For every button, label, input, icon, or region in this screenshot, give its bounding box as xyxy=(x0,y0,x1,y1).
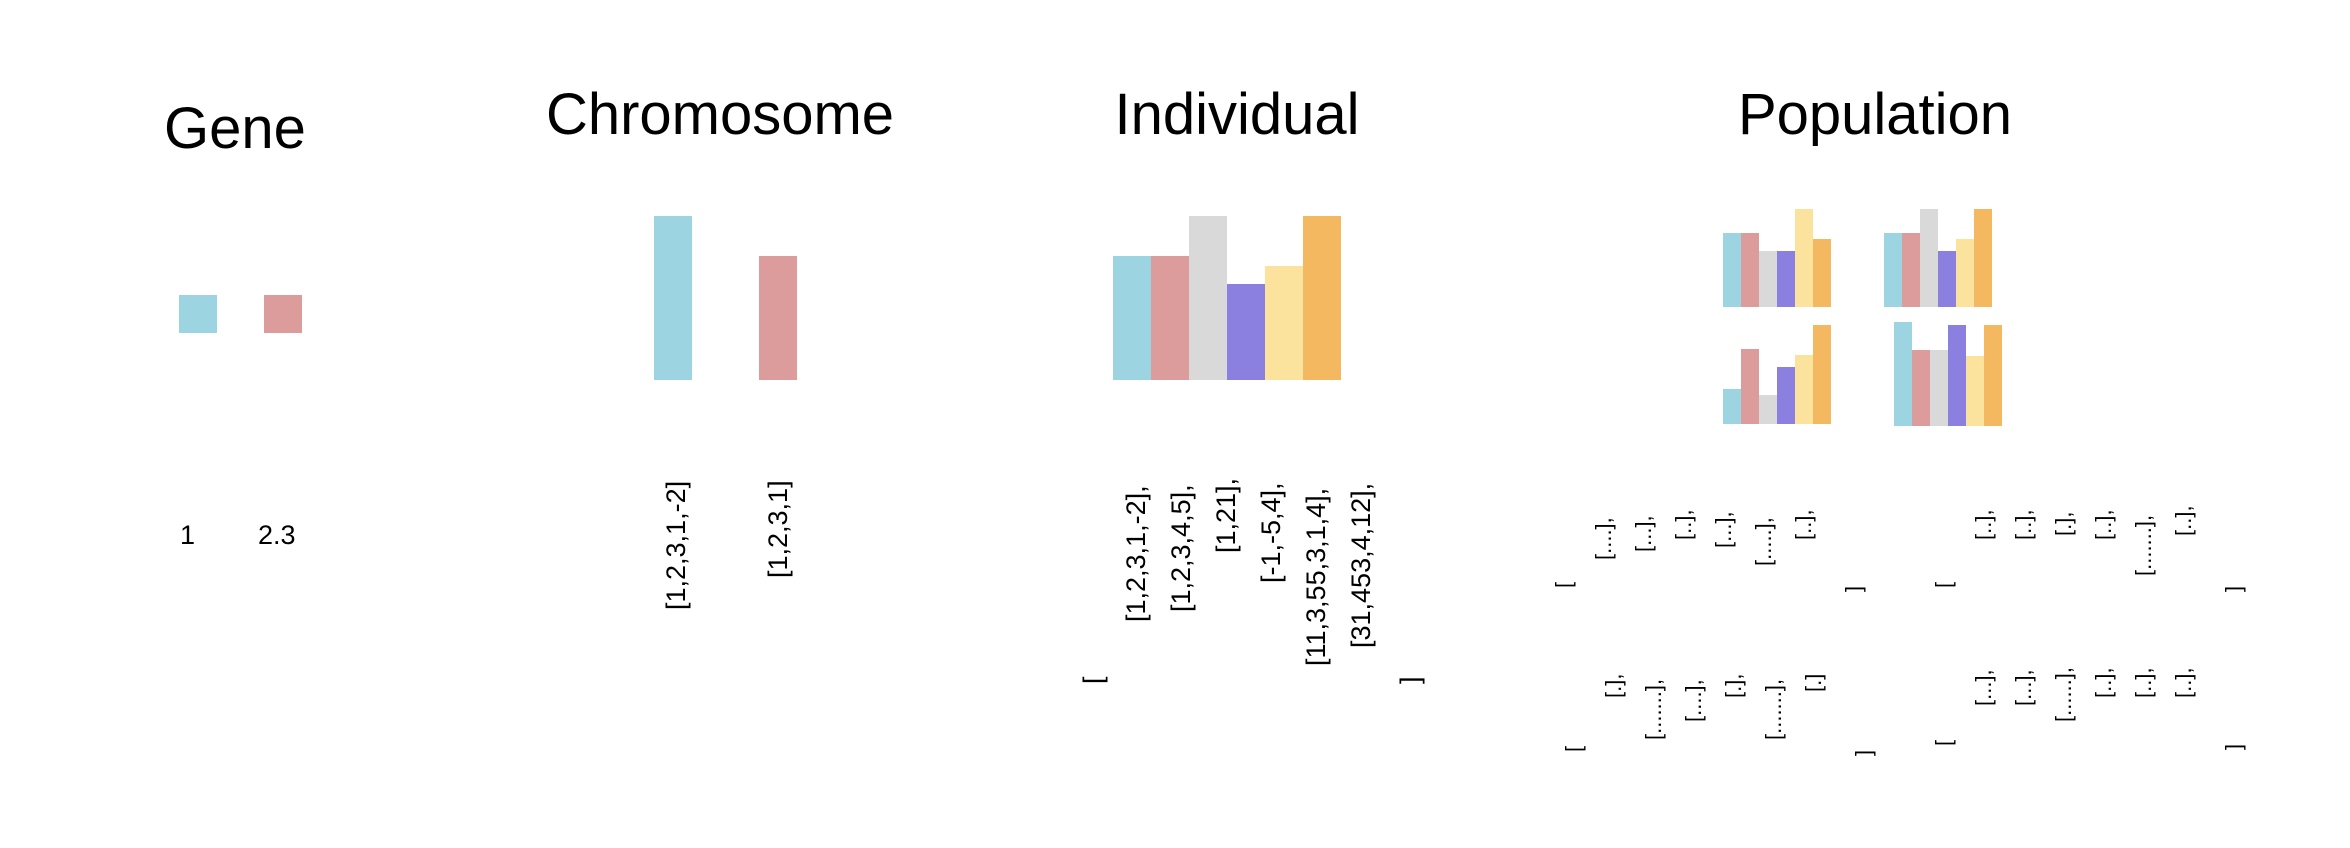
pop1-chromosome-4: [...], xyxy=(1711,511,1736,548)
pop4-chromosome-6: [..], xyxy=(2171,667,2196,698)
pop4-chromosome-5: [..], xyxy=(2131,667,2156,698)
pop3-bar-orange xyxy=(1813,325,1831,424)
individual-chromosome-4: [-1,-5,4], xyxy=(1256,482,1286,583)
gene-value-2: 2.3 xyxy=(258,520,296,550)
pop1-bar-red xyxy=(1741,233,1759,307)
pop4-open-bracket: [ xyxy=(1931,739,1956,746)
pop3-close-bracket: ] xyxy=(1851,749,1876,756)
individual-bar-red xyxy=(1151,256,1189,380)
pop3-bar-yellow xyxy=(1795,355,1813,424)
gene-title: Gene xyxy=(164,96,306,161)
pop4-bar-blue xyxy=(1894,322,1912,426)
population-title: Population xyxy=(1737,82,2013,147)
pop3-chromosome-2: [.......], xyxy=(1641,678,1666,740)
pop2-bar-blue xyxy=(1884,233,1902,307)
pop1-open-bracket: [ xyxy=(1551,581,1576,588)
pop2-close-bracket: ] xyxy=(2221,585,2246,592)
individual-open-bracket: [ xyxy=(1078,676,1108,684)
pop2-chromosome-4: [..], xyxy=(2091,509,2116,540)
individual-bar-gray xyxy=(1189,216,1227,380)
pop4-chromosome-2: [...], xyxy=(2011,669,2036,706)
pop3-bar-blue xyxy=(1723,389,1741,424)
pop2-bar-purple xyxy=(1938,251,1956,307)
pop3-chromosome-3: [....], xyxy=(1681,679,1706,722)
pop1-bar-orange xyxy=(1813,239,1831,307)
individual-bar-blue xyxy=(1113,256,1151,380)
individual-bar-yellow xyxy=(1265,266,1303,380)
chromosome-encoding-2: [1,2,3,1] xyxy=(763,480,793,578)
pop3-bar-red xyxy=(1741,349,1759,424)
individual-bar-purple xyxy=(1227,284,1265,380)
gene-block-red xyxy=(264,295,302,333)
individual-chromosome-6: [31,453,4,12], xyxy=(1346,482,1376,648)
pop4-bar-orange xyxy=(1984,325,2002,426)
pop3-chromosome-1: [.], xyxy=(1601,673,1626,698)
gene-block-blue xyxy=(179,295,217,333)
pop1-bar-purple xyxy=(1777,251,1795,307)
pop3-chromosome-4: [.], xyxy=(1721,673,1746,698)
pop4-chromosome-1: [...], xyxy=(1971,669,1996,706)
chromosome-bar-red xyxy=(759,256,797,380)
pop3-chromosome-6: [.] xyxy=(1801,673,1826,692)
pop2-chromosome-3: [.], xyxy=(2051,511,2076,536)
chromosome-title: Chromosome xyxy=(545,82,895,147)
pop2-chromosome-5: [.......], xyxy=(2131,514,2156,576)
pop1-bar-yellow xyxy=(1795,209,1813,307)
pop2-bar-yellow xyxy=(1956,239,1974,307)
individual-chromosome-1: [1,2,3,1,-2], xyxy=(1121,485,1151,622)
pop2-bar-orange xyxy=(1974,209,1992,307)
pop4-chromosome-4: [..], xyxy=(2091,667,2116,698)
pop2-chromosome-6: [..], xyxy=(2171,505,2196,536)
individual-chromosome-2: [1,2,3,4,5], xyxy=(1166,484,1196,612)
pop2-chromosome-1: [..], xyxy=(1971,509,1996,540)
pop4-bar-red xyxy=(1912,350,1930,426)
pop4-bar-purple xyxy=(1948,325,1966,426)
pop1-bar-gray xyxy=(1759,251,1777,307)
pop1-close-bracket: ] xyxy=(1841,585,1866,592)
pop3-bar-gray xyxy=(1759,395,1777,424)
chromosome-bar-blue xyxy=(654,216,692,380)
gene-value-1: 1 xyxy=(180,520,196,550)
pop1-chromosome-2: [...], xyxy=(1631,515,1656,552)
pop4-chromosome-3: [......], xyxy=(2051,666,2076,722)
pop1-chromosome-3: [..], xyxy=(1671,509,1696,540)
pop3-chromosome-5: [.......], xyxy=(1761,678,1786,740)
pop2-bar-red xyxy=(1902,233,1920,307)
individual-chromosome-5: [11,3,55,3,1,4], xyxy=(1301,487,1331,666)
individual-close-bracket: ] xyxy=(1395,676,1425,684)
chromosome-encoding-1: [1,2,3,1,-2] xyxy=(661,480,691,610)
pop1-chromosome-5: [.....], xyxy=(1751,517,1776,566)
pop2-chromosome-2: [..], xyxy=(2011,509,2036,540)
individual-chromosome-3: [1,21], xyxy=(1211,477,1241,553)
pop2-bar-gray xyxy=(1920,209,1938,307)
pop4-bar-gray xyxy=(1930,350,1948,426)
individual-title: Individual xyxy=(1114,82,1360,147)
pop1-chromosome-6: [..], xyxy=(1791,509,1816,540)
individual-bar-orange xyxy=(1303,216,1341,380)
pop1-bar-blue xyxy=(1723,233,1741,307)
pop2-open-bracket: [ xyxy=(1931,581,1956,588)
pop4-close-bracket: ] xyxy=(2221,743,2246,750)
pop1-chromosome-1: [....], xyxy=(1591,517,1616,560)
pop4-bar-yellow xyxy=(1966,356,1984,426)
pop3-bar-purple xyxy=(1777,367,1795,424)
pop3-open-bracket: [ xyxy=(1561,745,1586,752)
